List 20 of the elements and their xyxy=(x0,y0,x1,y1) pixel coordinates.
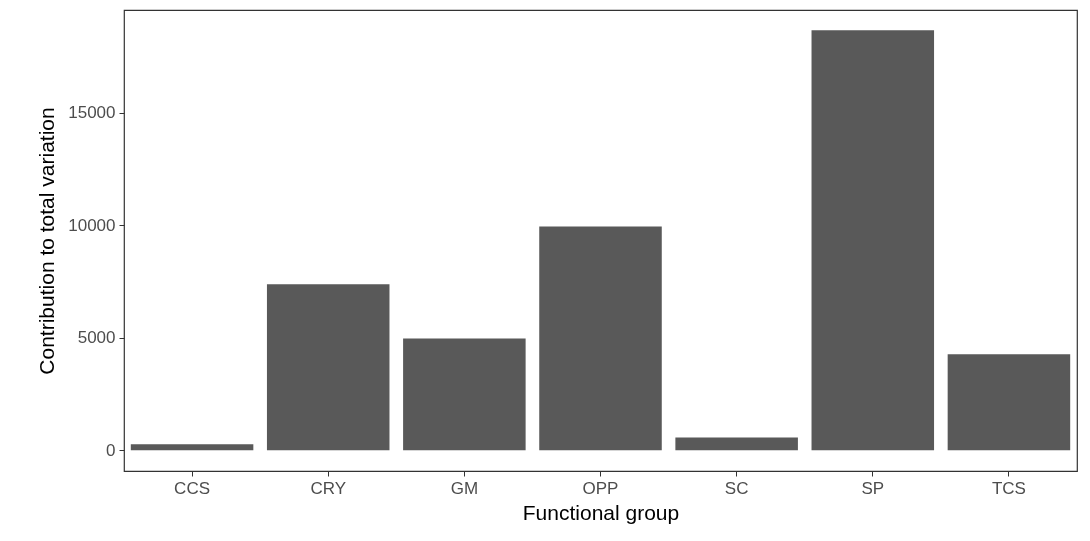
bar xyxy=(266,284,390,451)
bar xyxy=(675,437,798,451)
x-tick-label: SC xyxy=(724,478,749,498)
bar xyxy=(811,30,935,451)
y-axis-title: Contribution to total variation xyxy=(35,107,59,375)
x-tick-label: GM xyxy=(450,478,479,498)
bar xyxy=(947,354,1071,451)
x-tick-label: TCS xyxy=(991,478,1026,498)
x-tick-label: CRY xyxy=(310,478,347,498)
bar xyxy=(539,226,662,451)
y-tick-label: 5000 xyxy=(77,328,116,348)
bar xyxy=(130,444,254,451)
y-tick-label: 0 xyxy=(106,440,116,460)
y-tick-label: 15000 xyxy=(68,103,116,123)
bar xyxy=(403,338,526,451)
x-axis-title: Functional group xyxy=(522,500,680,524)
x-tick-label: OPP xyxy=(582,478,619,498)
y-tick-label: 10000 xyxy=(68,215,116,235)
x-tick-label: CCS xyxy=(174,478,211,498)
x-tick-label: SP xyxy=(861,478,885,498)
